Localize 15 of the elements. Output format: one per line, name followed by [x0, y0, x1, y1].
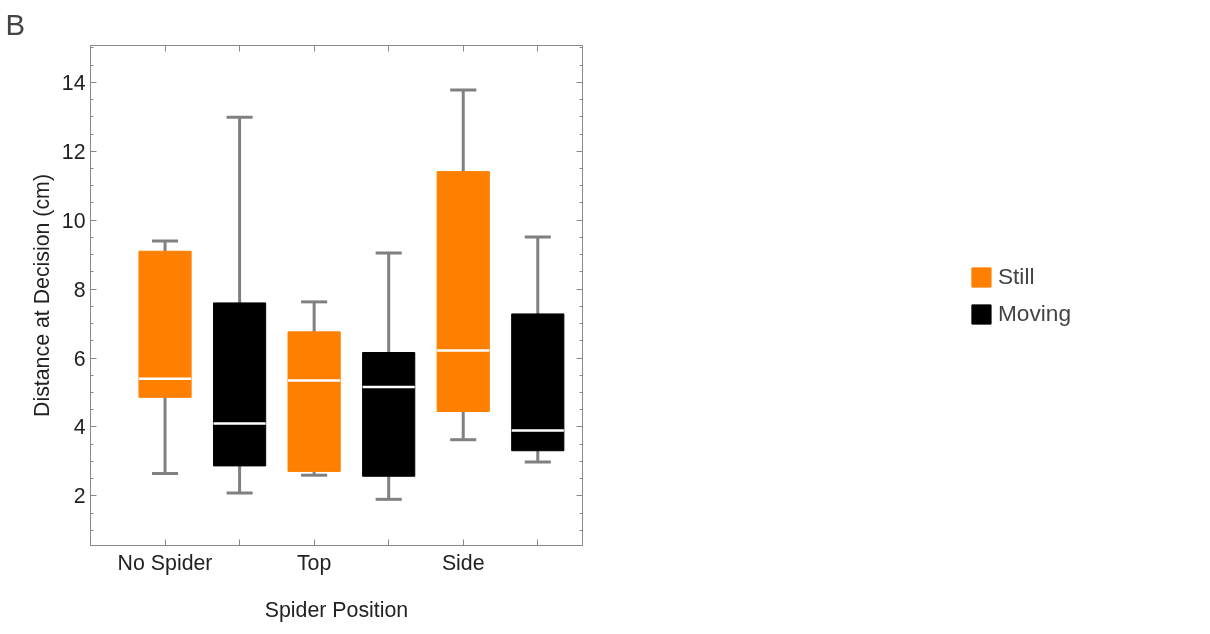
y-tick-label: 4 [73, 415, 86, 440]
y-tick-label: 6 [73, 346, 86, 371]
y-tick-label: 8 [73, 277, 86, 302]
y-axis-title: Distance at Decision (cm) [29, 174, 54, 417]
y-tick-label: 2 [73, 484, 86, 509]
x-axis-title: Spider Position [264, 597, 409, 622]
legend-label: Still [997, 263, 1035, 290]
y-tick-label: 12 [61, 139, 86, 164]
text: B [5, 7, 26, 41]
x-tick-label: No Spider [117, 550, 213, 575]
legend-label: Moving [997, 300, 1072, 327]
y-tick-label: 10 [61, 208, 86, 233]
y-tick-label: 14 [61, 70, 86, 95]
x-tick-label: Top [296, 550, 332, 575]
x-tick-label: Side [441, 550, 485, 575]
